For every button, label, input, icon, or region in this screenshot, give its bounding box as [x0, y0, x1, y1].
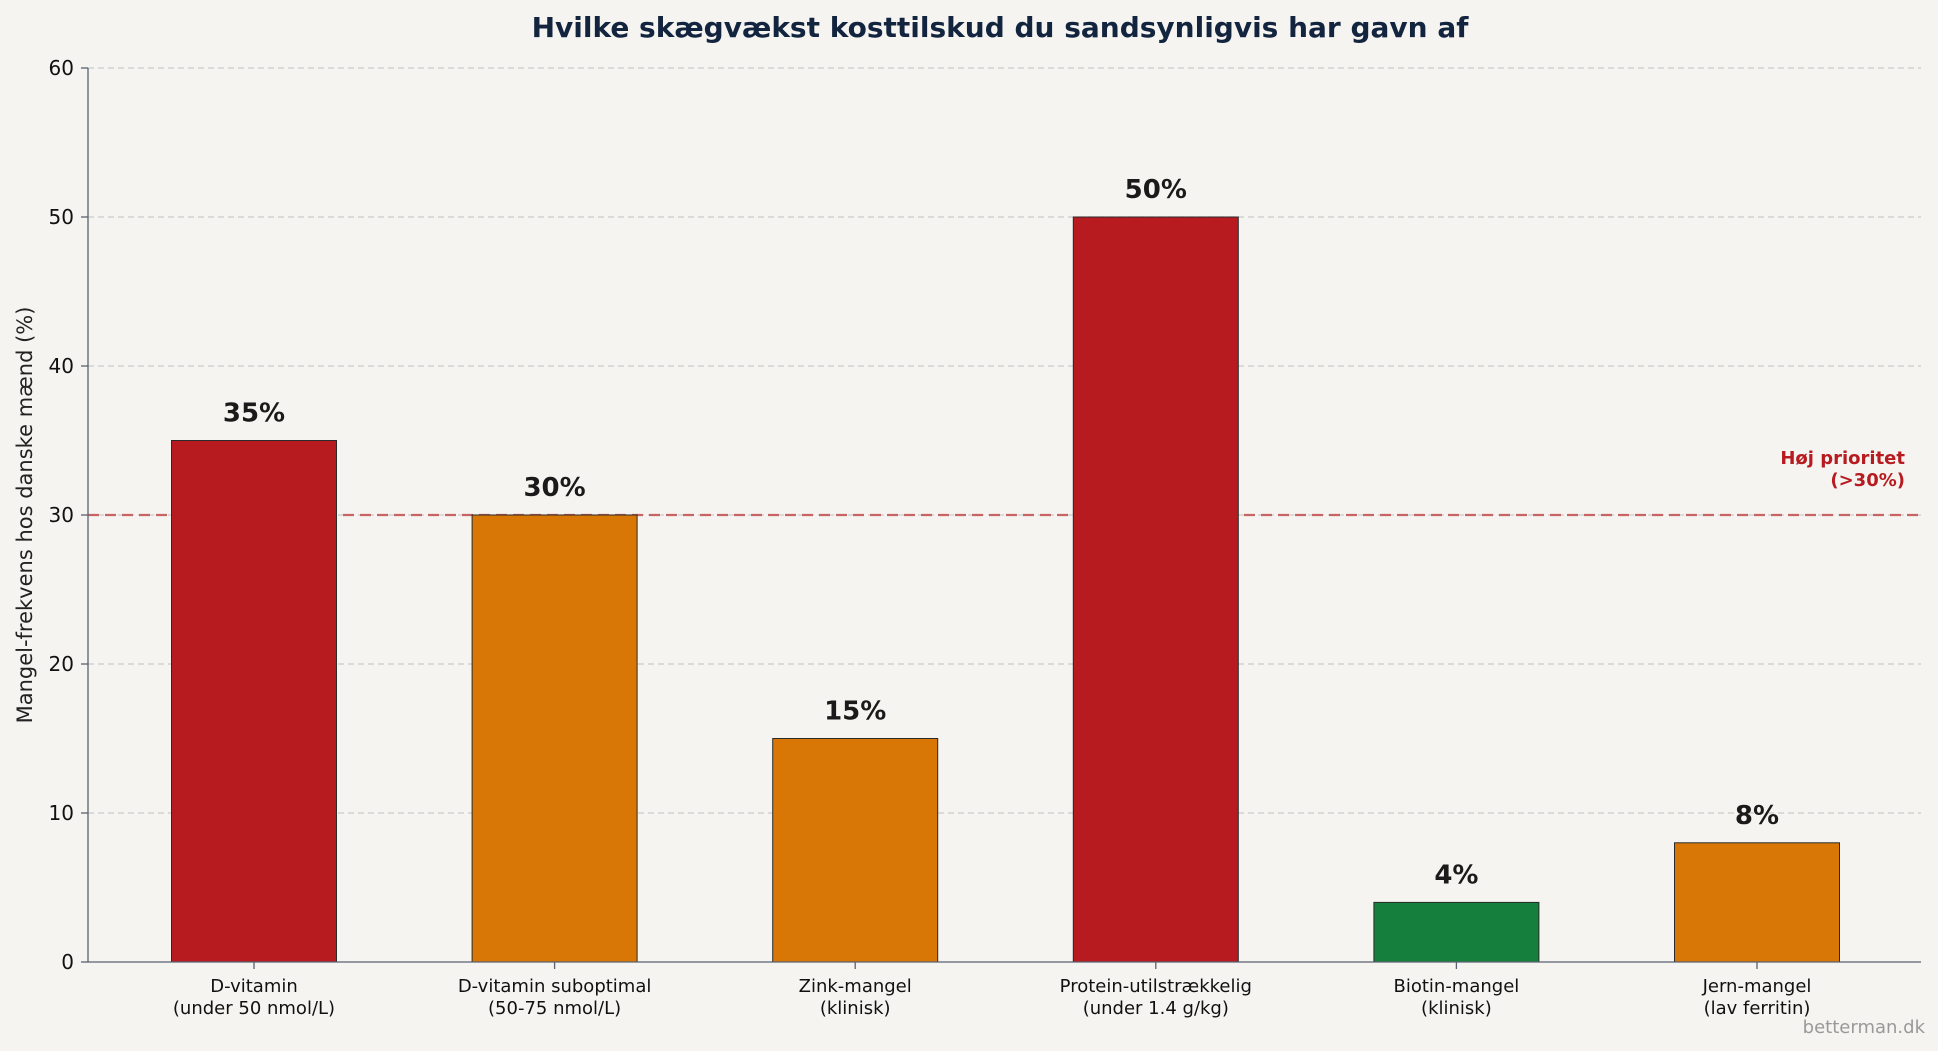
x-tick-label-line: Protein-utilstrækkelig — [1060, 976, 1252, 997]
data-label-4: 4% — [1434, 860, 1478, 890]
data-labels: 35% 30% 15% 50% 4% 8% — [223, 175, 1779, 890]
threshold-label-line: Høj prioritet — [1780, 448, 1905, 469]
bars — [171, 216, 1840, 963]
y-axis-label: Mangel-frekvens hos danske mænd (%) — [13, 307, 37, 724]
bar-5 — [1674, 842, 1840, 963]
x-tick-label-line: (50-75 nmol/L) — [488, 998, 621, 1019]
x-tick-label-line: (under 1.4 g/kg) — [1083, 998, 1229, 1019]
x-tick-label-line: D-vitamin — [210, 976, 298, 997]
x-tick-label-line: (klinisk) — [820, 998, 891, 1019]
watermark: betterman.dk — [1803, 1017, 1926, 1038]
x-tick-label-line: (lav ferritin) — [1704, 998, 1811, 1019]
bar-0 — [171, 440, 337, 963]
x-tick-label-5: Jern-mangel (lav ferritin) — [1702, 976, 1812, 1019]
data-label-1: 30% — [523, 473, 585, 503]
data-label-2: 15% — [824, 697, 886, 727]
gridlines — [88, 67, 1921, 814]
x-tick-label-line: Zink-mangel — [799, 976, 912, 997]
y-tick-label-5: 50 — [49, 205, 74, 229]
bar-1 — [471, 514, 638, 963]
data-label-5: 8% — [1735, 801, 1779, 831]
x-tick-label-line: (klinisk) — [1421, 998, 1492, 1019]
threshold-label-line: (>30%) — [1830, 470, 1905, 491]
x-tick-label-4: Biotin-mangel (klinisk) — [1393, 976, 1519, 1019]
x-tick-label-line: Biotin-mangel — [1393, 976, 1519, 997]
data-label-3: 50% — [1125, 175, 1187, 205]
bar-4 — [1373, 901, 1540, 963]
x-tick-label-1: D-vitamin suboptimal (50-75 nmol/L) — [458, 976, 652, 1019]
y-tick-label-6: 60 — [49, 56, 74, 80]
data-label-0: 35% — [223, 399, 285, 429]
bar-2 — [772, 738, 939, 963]
x-tick-label-0: D-vitamin (under 50 nmol/L) — [173, 976, 335, 1019]
x-tick-label-line: Jern-mangel — [1702, 976, 1812, 997]
y-tick-label-1: 10 — [49, 801, 74, 825]
chart-title: Hvilke skægvækst kosttilskud du sandsynl… — [532, 11, 1470, 44]
threshold-label: Høj prioritet (>30%) — [1780, 448, 1905, 491]
x-tick-label-line: (under 50 nmol/L) — [173, 998, 335, 1019]
x-tick-label-line: D-vitamin suboptimal — [458, 976, 652, 997]
bar-3 — [1072, 216, 1239, 963]
y-tick-label-0: 0 — [61, 950, 74, 974]
threshold-annotation: Høj prioritet (>30%) — [1780, 448, 1905, 491]
x-tick-label-3: Protein-utilstrækkelig (under 1.4 g/kg) — [1060, 976, 1252, 1019]
y-tick-label-4: 40 — [49, 354, 74, 378]
y-tick-label-2: 20 — [49, 652, 74, 676]
x-tick-label-2: Zink-mangel (klinisk) — [799, 976, 912, 1019]
x-ticks: D-vitamin (under 50 nmol/L) D-vitamin subo… — [173, 962, 1812, 1019]
y-ticks: 0 10 20 30 40 50 60 — [49, 56, 88, 974]
y-tick-label-3: 30 — [49, 503, 74, 527]
